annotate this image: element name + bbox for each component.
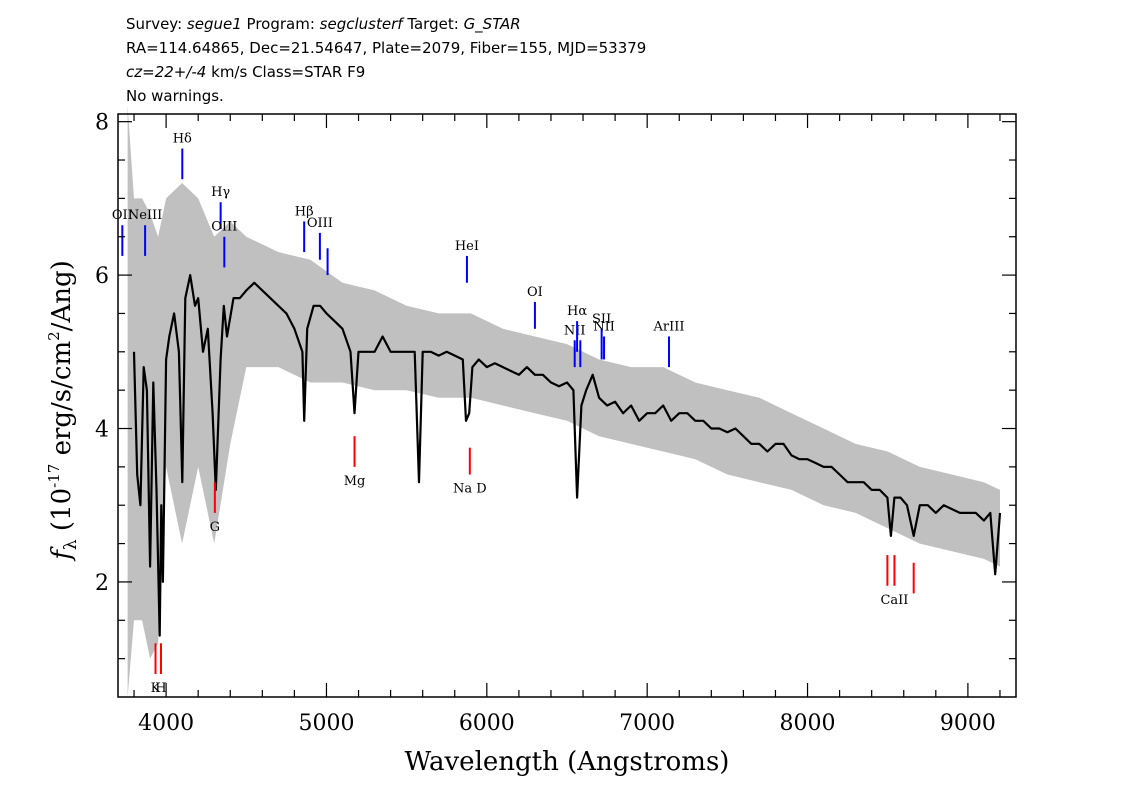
error-band bbox=[127, 106, 1001, 698]
line-marker-label: NII bbox=[593, 319, 615, 334]
header-line-coordinates: RA=114.64865, Dec=21.54647, Plate=2079, … bbox=[126, 39, 647, 57]
line-marker-label: G bbox=[210, 520, 220, 535]
line-marker-label: K bbox=[151, 681, 161, 696]
line-marker-label: Hδ bbox=[173, 132, 192, 147]
line-marker-label: H bbox=[155, 681, 166, 696]
line-marker-label: OIII bbox=[307, 216, 333, 231]
program-value: segclusterf bbox=[319, 15, 403, 33]
plot-frame bbox=[117, 113, 1017, 698]
class-text: km/s Class=STAR F9 bbox=[206, 63, 366, 81]
flux-series bbox=[132, 274, 1002, 637]
line-marker-label: Hβ bbox=[295, 204, 314, 219]
line-marker-label: Mg bbox=[344, 474, 366, 489]
x-tick-label: 5000 bbox=[298, 711, 354, 736]
line-marker-label: OII bbox=[112, 208, 133, 223]
line-marker-label: HeI bbox=[455, 239, 479, 254]
line-marker-label: NeIII bbox=[128, 208, 162, 223]
x-tick-label: 4000 bbox=[138, 711, 194, 736]
line-marker-label: OI bbox=[527, 285, 543, 300]
plot-axes: 4000 5000 6000 7000 8000 9000 2 4 6 8 bbox=[95, 111, 1017, 736]
line-marker-label: OIII bbox=[211, 220, 237, 235]
x-axis-title: Wavelength (Angstroms) bbox=[405, 747, 730, 777]
survey-label: Survey: bbox=[126, 15, 183, 33]
header-line-redshift: cz=22+/-4 km/s Class=STAR F9 bbox=[126, 60, 1026, 84]
x-tick-label: 7000 bbox=[619, 711, 675, 736]
y-tick-label: 4 bbox=[95, 418, 109, 443]
line-marker-label: Hα bbox=[567, 304, 587, 319]
header-line-warnings: No warnings. bbox=[126, 87, 224, 105]
program-label: Program: bbox=[246, 15, 315, 33]
error-envelope bbox=[127, 106, 1001, 698]
spectrum-header: Survey: segue1 Program: segclusterf Targ… bbox=[126, 12, 1026, 108]
line-marker-label: CaII bbox=[880, 593, 908, 608]
y-tick-label: 2 bbox=[95, 571, 109, 596]
x-tick-label: 6000 bbox=[459, 711, 515, 736]
survey-value: segue1 bbox=[186, 15, 242, 33]
line-marker-label: ArIII bbox=[652, 319, 684, 334]
line-marker-label: SII bbox=[592, 312, 611, 327]
redshift-value: cz=22+/-4 bbox=[126, 63, 207, 81]
y-tick-label: 6 bbox=[95, 264, 109, 289]
header-line-survey: Survey: segue1 Program: segclusterf Targ… bbox=[126, 12, 1026, 36]
target-value: G_STAR bbox=[463, 15, 521, 33]
line-marker-label: Hγ bbox=[211, 185, 230, 200]
line-marker-label: NII bbox=[564, 323, 586, 338]
y-axis-title: fλ (10-17 erg/s/cm2/Ang) bbox=[45, 260, 81, 562]
x-tick-label: 9000 bbox=[940, 711, 996, 736]
x-tick-label: 8000 bbox=[780, 711, 836, 736]
y-tick-label: 8 bbox=[95, 111, 109, 136]
line-marker-label: Na D bbox=[453, 482, 487, 497]
target-label: Target: bbox=[407, 15, 459, 33]
flux-line bbox=[132, 274, 1002, 637]
